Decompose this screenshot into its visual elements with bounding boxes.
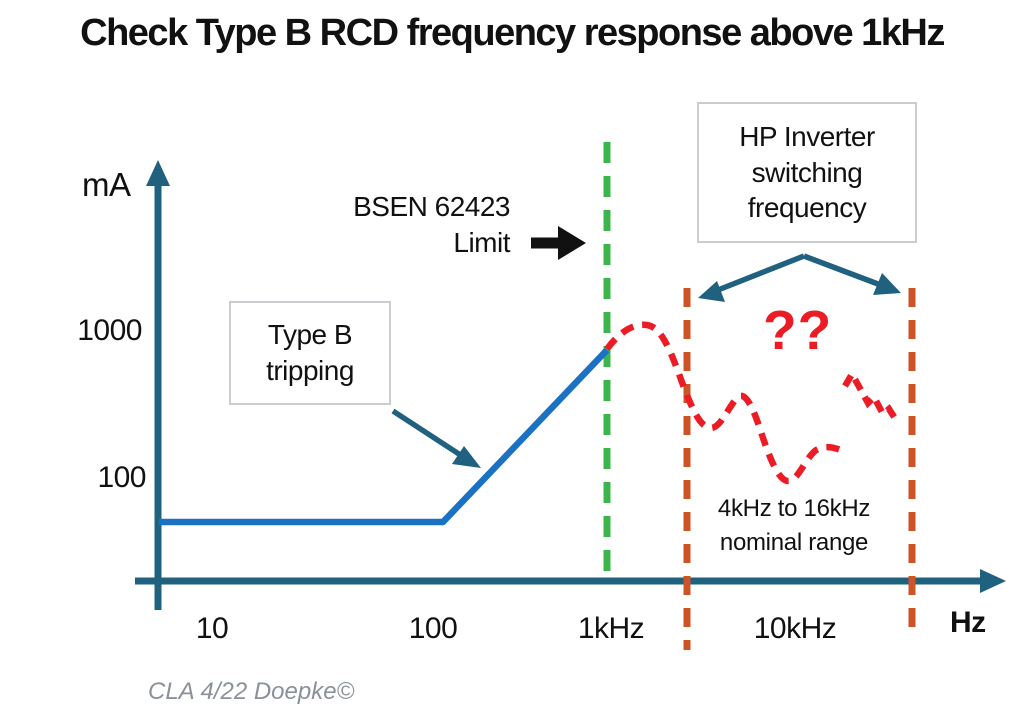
hp-line3: frequency	[747, 192, 867, 224]
type-b-line2: tripping	[266, 355, 354, 386]
x-tick-10: 10	[195, 612, 229, 645]
type-b-arrow-line	[391, 408, 464, 459]
hp-arrow-right-line	[803, 253, 879, 287]
y-tick-1000: 1000	[77, 314, 142, 347]
y-tick-100: 100	[97, 461, 146, 494]
nominal-range-label: 4kHz to 16kHz nominal range	[718, 492, 870, 559]
type-b-tripping-callout: Type B tripping	[229, 301, 391, 405]
type-b-tripping-curve	[159, 347, 610, 526]
bsen-limit-line2: Limit	[453, 227, 510, 259]
nominal-range-line1: 4kHz to 16kHz	[717, 495, 871, 522]
x-tick-1khz: 1kHz	[577, 612, 645, 645]
hp-arrow-left-line	[716, 253, 806, 293]
credit-text: CLA 4/22 Doepke©	[148, 678, 355, 705]
type-b-line1: Type B	[267, 319, 353, 351]
nominal-range-line2: nominal range	[719, 528, 869, 556]
x-tick-10khz: 10kHz	[753, 612, 837, 645]
hp-line1: HP Inverter	[739, 120, 875, 152]
page-title: Check Type B RCD frequency response abov…	[80, 12, 945, 54]
hp-line2: switching	[751, 156, 863, 188]
bsen-limit-label: BSEN 62423 Limit	[330, 189, 510, 262]
uncertainty-marks: ??	[763, 299, 833, 361]
hp-arrow-left-head-icon	[698, 281, 725, 302]
bsen-limit-line1: BSEN 62423	[353, 191, 510, 222]
hp-inverter-callout: HP Inverter switching frequency	[697, 102, 917, 243]
hp-arrow-right-head-icon	[873, 273, 901, 295]
y-axis-unit-label: mA	[82, 166, 131, 203]
x-axis-arrowhead-icon	[980, 569, 1006, 593]
y-axis-arrowhead-icon	[146, 160, 170, 186]
type-b-arrowhead-icon	[452, 446, 481, 468]
x-axis-unit-label: Hz	[950, 606, 986, 639]
x-tick-100: 100	[408, 612, 458, 645]
bsen-limit-arrowhead-icon	[558, 226, 586, 260]
uncertain-response-curve-segment2	[842, 367, 901, 425]
